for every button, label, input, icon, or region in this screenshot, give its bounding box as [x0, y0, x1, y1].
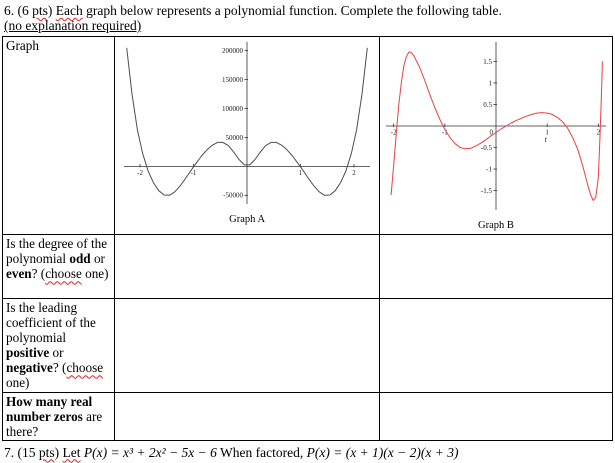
text-segment: graph below represents a polynomial func… — [82, 3, 502, 18]
svg-text:-1.5: -1.5 — [481, 187, 493, 195]
text-segment-misspelled: choose — [66, 360, 104, 376]
svg-text:2: 2 — [352, 169, 356, 177]
text-segment: 6. (6 — [4, 3, 33, 18]
table-row-graphs: Graph 200000 150000 100000 50000 -50000 -2 -1 1… — [1, 36, 614, 236]
text-segment: Is the leading coefficient of the polyno… — [6, 300, 96, 346]
text-segment: 7. (15 — [4, 444, 39, 460]
text-segment-bold: How many real number zeros — [6, 393, 93, 424]
graph-row-label-cell: Graph — [1, 36, 116, 236]
text-segment: When factored, — [216, 444, 307, 460]
graph-a-plot: 200000 150000 100000 50000 -50000 -2 -1 1 2 — [124, 42, 371, 205]
table-row-coefficient: Is the leading coefficient of the polyno… — [1, 298, 614, 393]
coefficient-question-cell: Is the leading coefficient of the polyno… — [1, 298, 116, 393]
table-row-zeros: How many real number zeros are there? — [1, 391, 614, 441]
degree-question-cell: Is the degree of the polynomial odd or e… — [1, 234, 116, 300]
graph-a-caption: Graph A — [229, 214, 266, 226]
svg-text:200000: 200000 — [222, 47, 244, 55]
svg-text:0: 0 — [489, 129, 493, 137]
question-7-text: 7. (15 pts) Let P(x) = x³ + 2x² − 5x − 6… — [2, 445, 613, 460]
text-segment: one) — [6, 375, 30, 391]
question-6-line2: (no explanation required) — [4, 18, 613, 33]
graph-b-plot: 1.5 1 0.5 -0.5 -1 -1.5 -2 -1 0 1 2 t — [385, 42, 606, 211]
polynomial-expression: P(x) = x³ + 2x² − 5x − 6 — [83, 444, 217, 460]
text-segment: or — [90, 251, 105, 267]
answer-cell-coefficient-graph-a — [114, 298, 380, 393]
svg-text:-2: -2 — [391, 129, 397, 137]
text-segment: one) — [81, 266, 109, 282]
svg-text:0.5: 0.5 — [483, 101, 492, 109]
svg-text:1: 1 — [299, 169, 303, 177]
text-segment-bold: positive — [6, 345, 50, 361]
svg-text:t: t — [545, 135, 548, 144]
zeros-question-cell: How many real number zeros are there? — [1, 391, 116, 441]
svg-text:-1: -1 — [486, 166, 492, 174]
question-6-line1: 6. (6 pts) Each graph below represents a… — [4, 3, 613, 18]
question-table: Graph 200000 150000 100000 50000 -50000 -2 -1 1… — [1, 36, 614, 441]
svg-text:-1: -1 — [191, 169, 197, 177]
text-segment: or — [49, 345, 64, 361]
answer-cell-zeros-graph-b — [378, 391, 614, 441]
svg-text:-2: -2 — [137, 169, 143, 177]
text-segment-bold: odd — [69, 251, 91, 267]
svg-text:1: 1 — [488, 80, 492, 88]
svg-text:150000: 150000 — [222, 76, 244, 84]
text-segment-underlined: (no explanation required) — [4, 18, 142, 34]
graph-a-cell: 200000 150000 100000 50000 -50000 -2 -1 1 2 Grap… — [114, 36, 380, 236]
svg-text:-50000: -50000 — [223, 192, 243, 200]
svg-text:1: 1 — [545, 129, 549, 137]
answer-cell-degree-graph-a — [114, 234, 380, 300]
svg-text:2: 2 — [597, 129, 601, 137]
text-segment-misspelled: pts — [32, 3, 48, 18]
graph-row-label: Graph — [6, 38, 39, 54]
text-segment: ) — [54, 444, 63, 460]
text-segment: ? ( — [31, 266, 46, 282]
svg-text:1.5: 1.5 — [483, 58, 492, 66]
svg-text:100000: 100000 — [222, 105, 244, 113]
text-segment: ? ( — [52, 360, 67, 376]
question-6-header: 6. (6 pts) Each graph below represents a… — [2, 3, 613, 33]
svg-text:50000: 50000 — [226, 134, 244, 142]
svg-text:-1: -1 — [442, 129, 448, 137]
text-segment-bold: even — [6, 266, 32, 282]
text-segment-misspelled: pts — [38, 444, 55, 460]
text-segment-bold: negative — [6, 360, 53, 376]
text-segment: are there? — [6, 408, 103, 439]
answer-cell-zeros-graph-a — [114, 391, 380, 441]
text-segment: Is the degree of the polynomial — [6, 236, 108, 267]
text-segment: ) — [47, 3, 56, 18]
factored-expression: P(x) = (x + 1)(x − 2)(x + 3) — [306, 444, 459, 460]
graph-b-caption: Graph B — [478, 220, 514, 232]
answer-cell-degree-graph-b — [378, 234, 614, 300]
svg-text:-0.5: -0.5 — [481, 144, 493, 152]
graph-b-cell: 1.5 1 0.5 -0.5 -1 -1.5 -2 -1 0 1 2 t Graph B — [378, 36, 614, 236]
answer-cell-coefficient-graph-b — [378, 298, 614, 393]
text-segment-misspelled: Each — [55, 3, 83, 18]
text-segment-misspelled: Let — [62, 444, 81, 460]
text-segment-misspelled: choose — [45, 266, 82, 282]
table-row-degree: Is the degree of the polynomial odd or e… — [1, 234, 614, 300]
